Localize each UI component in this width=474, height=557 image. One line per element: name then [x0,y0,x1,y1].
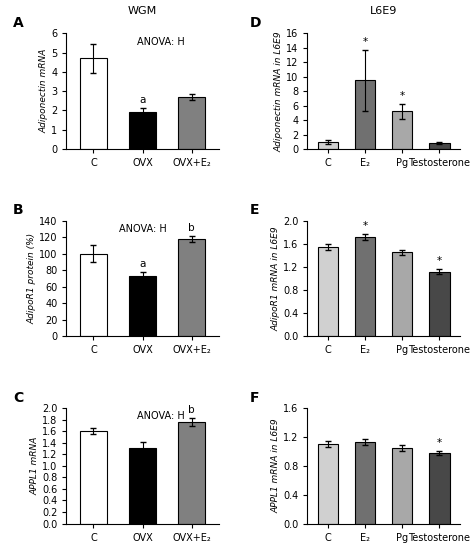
Y-axis label: APPL1 mRNA: APPL1 mRNA [30,437,39,495]
Text: b: b [189,223,195,233]
Text: D: D [249,16,261,30]
Bar [80,254,107,336]
Bar [80,58,107,149]
Text: F: F [249,390,259,404]
Text: ANOVA: H: ANOVA: H [137,37,185,47]
Text: *: * [437,256,442,266]
Bar [178,422,205,524]
Bar [392,111,412,149]
Bar [318,142,338,149]
Bar [129,276,156,336]
Bar [178,97,205,149]
Text: B: B [13,203,24,217]
Y-axis label: APPL1 mRNA in L6E9: APPL1 mRNA in L6E9 [271,418,280,513]
Title: L6E9: L6E9 [370,6,397,16]
Text: A: A [13,16,24,30]
Bar [318,247,338,336]
Text: ANOVA: H: ANOVA: H [137,412,185,422]
Bar [429,272,449,336]
Text: E: E [249,203,259,217]
Bar [392,448,412,524]
Text: *: * [437,438,442,448]
Y-axis label: Adiponectin mRNA in L6E9: Adiponectin mRNA in L6E9 [274,31,283,152]
Bar [429,143,449,149]
Text: C: C [13,390,23,404]
Text: *: * [363,37,367,47]
Bar [355,237,375,336]
Text: *: * [363,221,367,231]
Bar [392,252,412,336]
Text: *: * [400,91,405,101]
Text: a: a [139,259,146,269]
Bar [129,113,156,149]
Text: ANOVA: H: ANOVA: H [118,224,166,234]
Bar [318,444,338,524]
Y-axis label: AdipoR1 protein (%): AdipoR1 protein (%) [27,233,36,324]
Text: b: b [189,405,195,416]
Bar [178,239,205,336]
Bar [355,80,375,149]
Y-axis label: AdipoR1 mRNA in L6E9: AdipoR1 mRNA in L6E9 [271,226,280,331]
Bar [429,453,449,524]
Y-axis label: Adiponectin mRNA: Adiponectin mRNA [39,49,48,134]
Title: WGM: WGM [128,6,157,16]
Bar [129,448,156,524]
Bar [355,442,375,524]
Text: a: a [139,95,146,105]
Bar [80,431,107,524]
